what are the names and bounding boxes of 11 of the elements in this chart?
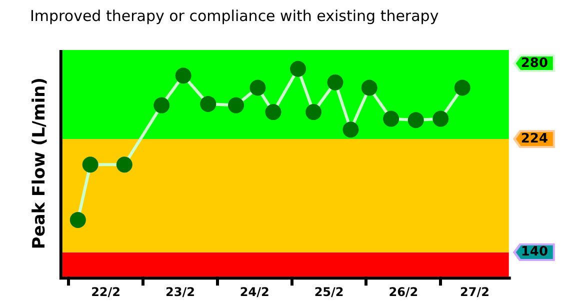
x-tick-label: 26/2: [388, 284, 418, 299]
y-tick-label: 280: [520, 56, 548, 71]
y-tick-label: 224: [520, 131, 548, 146]
x-tick-label: 27/2: [460, 284, 490, 299]
chart-title: Improved therapy or compliance with existing therapy: [30, 6, 439, 25]
x-tick-label: 24/2: [240, 284, 270, 299]
y-axis-title: Peak Flow (L/min): [30, 77, 50, 250]
y-tick-label: 140: [520, 244, 548, 260]
x-tick-label: 25/2: [314, 284, 344, 299]
x-tick-label: 23/2: [166, 284, 195, 299]
x-tick-label: 22/2: [91, 284, 121, 299]
